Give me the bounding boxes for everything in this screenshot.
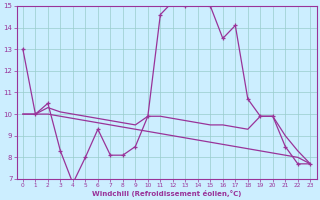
X-axis label: Windchill (Refroidissement éolien,°C): Windchill (Refroidissement éolien,°C) <box>92 190 241 197</box>
